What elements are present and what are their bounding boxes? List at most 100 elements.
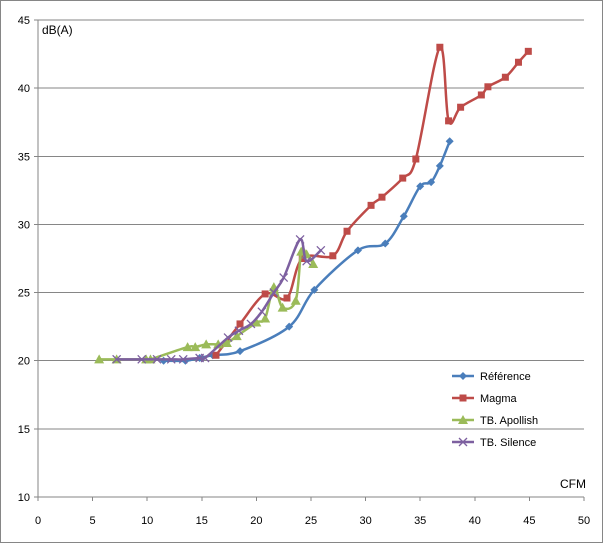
data-point bbox=[367, 201, 375, 209]
legend-marker bbox=[458, 415, 468, 424]
legend: Référence Magma TB. Apollish TB. Silence bbox=[452, 371, 538, 449]
data-point bbox=[445, 117, 453, 125]
y-tick-label: 40 bbox=[18, 83, 30, 95]
y-tick-label: 10 bbox=[18, 492, 30, 504]
x-marker-stroke bbox=[137, 354, 147, 364]
x-tick-label: 50 bbox=[578, 515, 590, 527]
x-tick-label: 20 bbox=[250, 515, 262, 527]
data-point bbox=[501, 73, 509, 81]
x-marker-stroke bbox=[112, 354, 122, 364]
x-tick-label: 25 bbox=[305, 515, 317, 527]
x-marker-stroke bbox=[257, 307, 267, 317]
x-marker-stroke bbox=[223, 333, 233, 343]
legend-marker bbox=[458, 437, 468, 447]
data-point bbox=[269, 288, 279, 298]
x-marker-stroke bbox=[166, 354, 176, 364]
data-point bbox=[353, 246, 362, 255]
x-marker-stroke bbox=[295, 234, 305, 244]
x-tick-label: 10 bbox=[141, 515, 153, 527]
x-marker-stroke bbox=[234, 326, 244, 336]
x-tick-label: 40 bbox=[469, 515, 481, 527]
data-point bbox=[246, 319, 256, 329]
data-point bbox=[316, 245, 326, 255]
data-point bbox=[261, 290, 269, 298]
data-point bbox=[412, 155, 420, 163]
y-tick-label: 25 bbox=[18, 288, 30, 300]
data-point bbox=[283, 294, 291, 302]
data-point bbox=[329, 252, 337, 260]
x-marker-stroke bbox=[246, 319, 256, 329]
data-point bbox=[234, 326, 244, 336]
legend-label: TB. Apollish bbox=[480, 415, 538, 427]
data-point bbox=[223, 333, 233, 343]
data-point bbox=[279, 273, 289, 283]
data-point bbox=[201, 339, 212, 349]
data-point bbox=[213, 339, 224, 349]
data-point bbox=[221, 337, 232, 347]
data-point bbox=[435, 161, 444, 170]
data-point bbox=[378, 193, 386, 201]
data-point bbox=[236, 320, 244, 328]
data-point bbox=[260, 313, 271, 323]
data-point bbox=[302, 256, 312, 266]
x-marker-stroke bbox=[178, 354, 188, 364]
data-point bbox=[152, 354, 162, 364]
data-point bbox=[399, 212, 408, 221]
data-point bbox=[166, 354, 176, 364]
legend-label: Magma bbox=[480, 393, 518, 405]
x-marker-stroke bbox=[302, 256, 312, 266]
data-point bbox=[416, 182, 425, 191]
data-point bbox=[94, 354, 105, 364]
series-magma bbox=[212, 43, 532, 359]
data-point bbox=[212, 351, 220, 359]
x-tick-label: 45 bbox=[523, 515, 535, 527]
data-point bbox=[190, 342, 201, 352]
data-point bbox=[231, 331, 242, 341]
data-point bbox=[236, 347, 245, 356]
legend-item: Magma bbox=[452, 393, 518, 405]
x-axis-title: CFM bbox=[560, 477, 586, 491]
legend-marker bbox=[459, 372, 467, 380]
data-point bbox=[399, 174, 407, 182]
x-marker-stroke bbox=[152, 354, 162, 364]
x-tick-label: 30 bbox=[359, 515, 371, 527]
x-tick-label: 0 bbox=[35, 515, 41, 527]
x-marker-stroke bbox=[269, 288, 279, 298]
plot-series bbox=[94, 43, 532, 365]
legend-label: Référence bbox=[480, 371, 531, 383]
data-point bbox=[178, 354, 188, 364]
x-tick-label: 35 bbox=[414, 515, 426, 527]
y-axis-title: dB(A) bbox=[42, 23, 73, 37]
data-point bbox=[436, 43, 444, 51]
data-point bbox=[285, 322, 294, 331]
legend-item: TB. Apollish bbox=[452, 415, 538, 427]
x-marker-stroke bbox=[316, 245, 326, 255]
legend-item: TB. Silence bbox=[452, 437, 536, 449]
data-point bbox=[295, 234, 305, 244]
y-tick-label: 45 bbox=[18, 15, 30, 27]
series-tb-apollish bbox=[94, 246, 319, 364]
data-point bbox=[298, 255, 306, 262]
data-point bbox=[477, 91, 485, 99]
data-point bbox=[310, 285, 319, 294]
data-point bbox=[524, 47, 532, 55]
x-tick-label: 5 bbox=[90, 515, 96, 527]
series-line bbox=[115, 238, 323, 361]
x-tick-label: 15 bbox=[196, 515, 208, 527]
x-marker-stroke bbox=[458, 437, 468, 447]
data-point bbox=[257, 307, 267, 317]
y-tick-label: 35 bbox=[18, 151, 30, 163]
legend-item: Référence bbox=[452, 371, 531, 383]
data-point bbox=[182, 342, 193, 352]
data-point bbox=[484, 83, 492, 91]
y-tick-label: 30 bbox=[18, 219, 30, 231]
series-tb-silence bbox=[112, 234, 326, 364]
data-point bbox=[251, 317, 262, 327]
data-point bbox=[200, 353, 210, 363]
data-point bbox=[514, 58, 522, 66]
x-marker-stroke bbox=[279, 273, 289, 283]
axes: 10 15 20 25 30 35 40 45 0 5 10 15 20 25 30 35 40 45 50 bbox=[18, 15, 590, 527]
y-tick-label: 20 bbox=[18, 356, 30, 368]
legend-marker bbox=[459, 394, 467, 402]
